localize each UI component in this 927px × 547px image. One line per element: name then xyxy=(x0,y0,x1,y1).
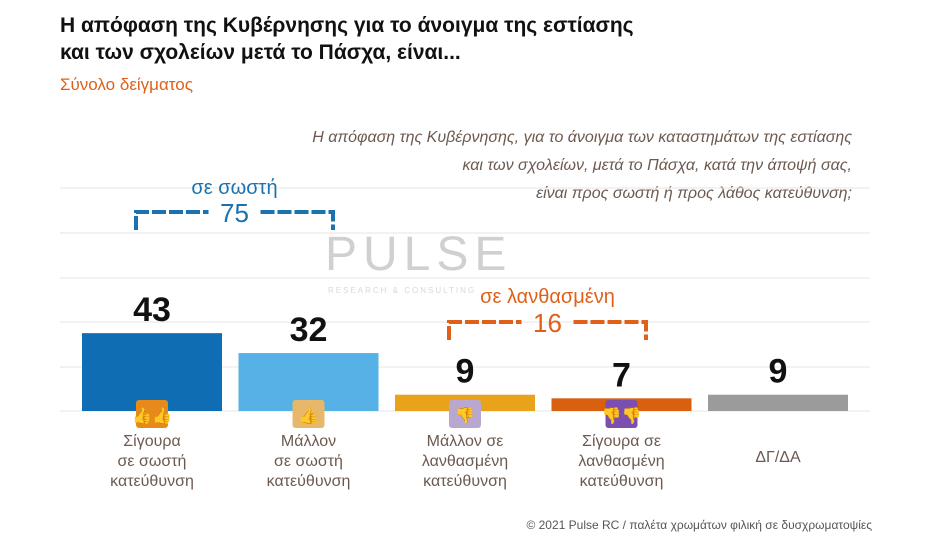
thumbs-up-icon xyxy=(292,400,325,428)
watermark-logo: PULSE xyxy=(325,228,512,281)
data-label: 9 xyxy=(769,353,788,391)
data-label: 7 xyxy=(612,356,631,394)
category-label: κατεύθυνση xyxy=(423,473,507,490)
question-line: είναι προς σωστή ή προς λάθος κατεύθυνση… xyxy=(536,185,852,202)
thumbs-down-icon-glyph: 👎 xyxy=(455,407,475,425)
double-thumbs-down-icon-glyph: 👎👎 xyxy=(602,407,642,425)
category-label: σε σωστή xyxy=(118,453,187,470)
bar xyxy=(708,394,848,411)
category-label: λανθασμένη xyxy=(578,453,664,470)
data-label: 43 xyxy=(133,291,171,329)
footer: © 2021 Pulse RC / παλέτα χρωμάτων φιλική… xyxy=(526,518,872,532)
watermark-subtext: RESEARCH & CONSULTING xyxy=(328,286,476,295)
question-text: Η απόφαση της Κυβέρνησης, για το άνοιγμα… xyxy=(152,124,852,208)
annotation-bracket xyxy=(134,210,335,230)
double-thumbs-up-icon-glyph: 👍👍 xyxy=(132,406,172,425)
category-label: ΔΓ/ΔΑ xyxy=(755,449,801,466)
category-label: κατεύθυνση xyxy=(110,473,194,490)
data-label: 9 xyxy=(456,353,475,391)
chart-title: Η απόφαση της Κυβέρνησης για το άνοιγμα … xyxy=(60,14,634,64)
annotation-bracket xyxy=(447,320,648,340)
category-label: κατεύθυνση xyxy=(267,473,351,490)
category-label: σε σωστή xyxy=(274,453,343,470)
question-line: και των σχολείων, μετά το Πάσχα, κατά τη… xyxy=(462,157,852,174)
bar xyxy=(82,333,222,411)
thumbs-down-icon xyxy=(449,400,481,428)
category-label: Μάλλον σε xyxy=(427,433,504,450)
annotation-label: σε λανθασμένη xyxy=(480,286,615,308)
chart-subtitle: Σύνολο δείγματος xyxy=(60,75,193,94)
category-label: Σίγουρα xyxy=(123,433,180,450)
category-label: κατεύθυνση xyxy=(580,473,664,490)
annotation-label: σε σωστή xyxy=(191,177,277,199)
question-line: Η απόφαση της Κυβέρνησης, για το άνοιγμα… xyxy=(312,129,852,146)
double-thumbs-down-icon xyxy=(605,400,638,428)
category-label: Μάλλον xyxy=(281,433,336,450)
thumbs-up-icon-glyph: 👍 xyxy=(299,406,319,425)
category-label: λανθασμένη xyxy=(422,453,508,470)
category-label: Σίγουρα σε xyxy=(582,433,661,450)
double-thumbs-up-icon xyxy=(136,400,168,428)
annotation-value: 16 xyxy=(533,308,562,338)
data-label: 32 xyxy=(290,311,328,349)
annotation-value: 75 xyxy=(220,198,249,228)
